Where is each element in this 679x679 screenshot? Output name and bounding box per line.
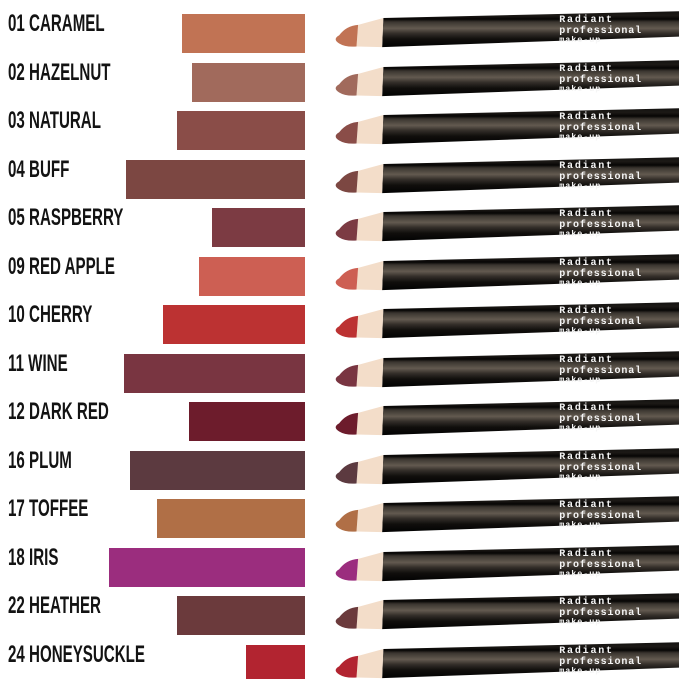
svg-text:make-up: make-up: [559, 35, 601, 45]
svg-text:Radiant: Radiant: [559, 208, 614, 220]
svg-text:make-up: make-up: [559, 83, 601, 93]
svg-text:Radiant: Radiant: [559, 160, 614, 172]
svg-text:Radiant: Radiant: [559, 63, 614, 75]
svg-text:Radiant: Radiant: [559, 451, 614, 463]
svg-text:make-up: make-up: [559, 568, 601, 578]
svg-text:make-up: make-up: [559, 374, 601, 384]
svg-text:Radiant: Radiant: [559, 645, 614, 657]
svg-text:make-up: make-up: [559, 423, 601, 433]
svg-text:Radiant: Radiant: [559, 305, 614, 317]
svg-text:Radiant: Radiant: [559, 596, 614, 608]
svg-text:Radiant: Radiant: [559, 111, 614, 123]
svg-text:make-up: make-up: [559, 326, 601, 336]
svg-text:Radiant: Radiant: [559, 14, 614, 26]
svg-text:Radiant: Radiant: [559, 548, 614, 560]
svg-text:make-up: make-up: [559, 132, 601, 142]
svg-text:make-up: make-up: [559, 665, 601, 675]
svg-text:make-up: make-up: [559, 180, 601, 190]
svg-text:Radiant: Radiant: [559, 402, 614, 414]
svg-text:Radiant: Radiant: [559, 354, 614, 366]
svg-text:Radiant: Radiant: [559, 499, 614, 511]
svg-text:make-up: make-up: [559, 520, 601, 530]
svg-text:Radiant: Radiant: [559, 257, 614, 269]
svg-text:make-up: make-up: [559, 229, 601, 239]
svg-text:make-up: make-up: [559, 277, 601, 287]
svg-text:make-up: make-up: [559, 471, 601, 481]
svg-text:make-up: make-up: [559, 617, 601, 627]
